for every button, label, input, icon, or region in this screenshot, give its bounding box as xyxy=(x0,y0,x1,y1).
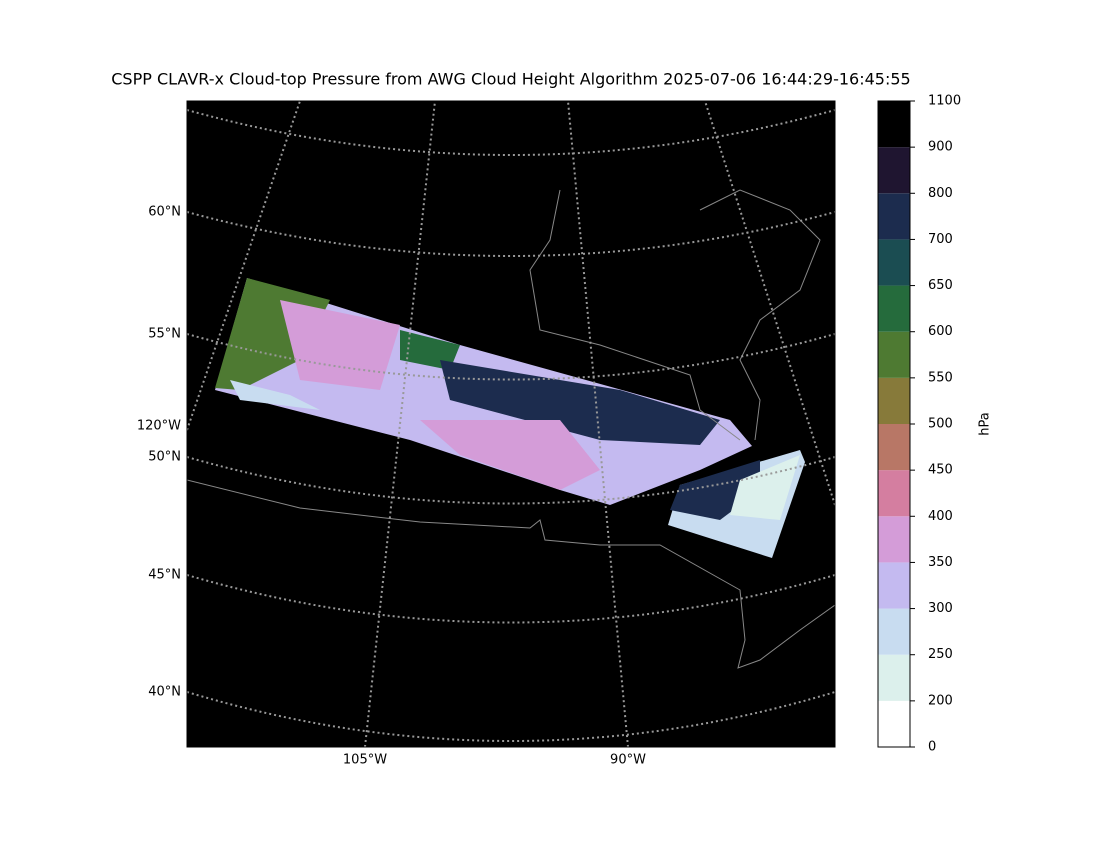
colorbar-tick-label: 1100 xyxy=(928,94,961,109)
meridian xyxy=(567,101,629,747)
map-layer xyxy=(187,101,835,747)
lat-label: 60°N xyxy=(148,205,181,220)
colorbar-tick-label: 0 xyxy=(928,740,936,755)
colorbar-segment xyxy=(878,516,910,563)
swath-patch xyxy=(230,380,320,410)
colorbar-tick-label: 650 xyxy=(928,278,953,293)
colorbar-tick-label: 700 xyxy=(928,232,953,247)
colorbar-segment xyxy=(878,331,910,378)
colorbar-tick-label: 800 xyxy=(928,186,953,201)
lat-label: 50°N xyxy=(148,450,181,465)
colorbar-segment xyxy=(878,470,910,517)
swath-patch xyxy=(420,420,600,490)
lat-label: 55°N xyxy=(148,327,181,342)
colorbar-tick-label: 450 xyxy=(928,463,953,478)
colorbar-tick-label: 200 xyxy=(928,693,953,708)
swath-patch xyxy=(280,300,400,390)
colorbar-segment xyxy=(878,654,910,701)
lat-label: 45°N xyxy=(148,568,181,583)
colorbar-segment xyxy=(878,285,910,332)
colorbar-segment xyxy=(878,101,910,148)
colorbar-label: hPa xyxy=(978,412,993,435)
lon-label: 90°W xyxy=(610,753,646,768)
colorbar-segment xyxy=(878,239,910,286)
lon-label: 120°W xyxy=(137,419,181,434)
coastline xyxy=(187,479,835,669)
colorbar-segment xyxy=(878,147,910,194)
swath-patch xyxy=(730,455,800,520)
colorbar-segment xyxy=(878,608,910,655)
swath-patch xyxy=(400,330,460,370)
swath-patch xyxy=(440,360,720,445)
colorbar-tick-label: 400 xyxy=(928,509,953,524)
colorbar-segment xyxy=(878,193,910,240)
coastline xyxy=(699,189,821,441)
colorbar-tick-label: 300 xyxy=(928,601,953,616)
meridian xyxy=(364,101,436,747)
colorbar-tick-label: 350 xyxy=(928,555,953,570)
lon-label: 105°W xyxy=(343,753,387,768)
colorbar-tick-label: 550 xyxy=(928,370,953,385)
colorbar-tick-label: 900 xyxy=(928,140,953,155)
map-frame xyxy=(186,100,836,748)
colorbar-tick-label: 250 xyxy=(928,647,953,662)
colorbar-tick-label: 600 xyxy=(928,324,953,339)
colorbar-segment xyxy=(878,562,910,609)
colorbar-tick-label: 500 xyxy=(928,417,953,432)
meridian xyxy=(704,101,835,506)
coastline xyxy=(529,189,741,441)
colorbar-segment xyxy=(878,700,910,747)
lat-label: 40°N xyxy=(148,685,181,700)
chart-title: CSPP CLAVR-x Cloud-top Pressure from AWG… xyxy=(111,70,910,89)
colorbar-segment xyxy=(878,377,910,424)
colorbar-segment xyxy=(878,424,910,471)
